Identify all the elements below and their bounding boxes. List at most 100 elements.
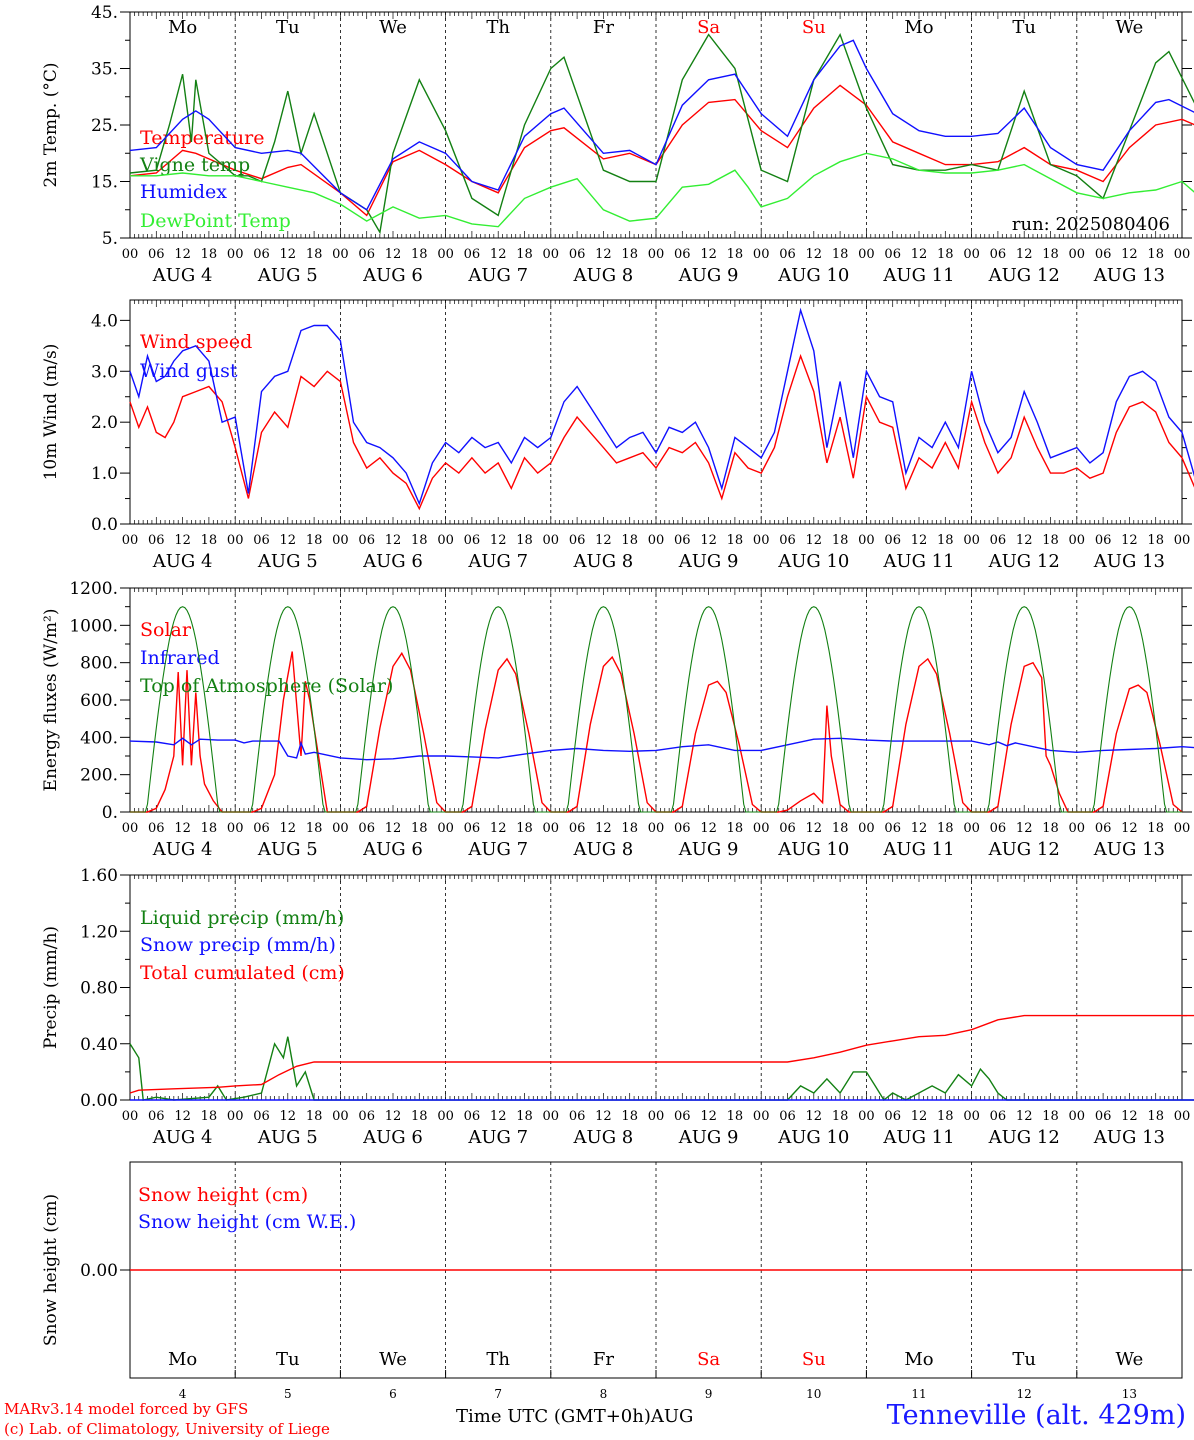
y-tick-label: 2.0: [91, 413, 118, 433]
y-tick-label: 1.20: [80, 922, 118, 942]
x-hour-label: 00: [1069, 1109, 1086, 1124]
x-hour-label: 12: [700, 247, 717, 262]
x-hour-label: 18: [1147, 247, 1164, 262]
x-hour-label: 00: [122, 247, 139, 262]
x-date-label: AUG 12: [988, 551, 1060, 572]
y-axis-label: 10m Wind (m/s): [41, 344, 61, 481]
x-hour-label: 18: [411, 821, 428, 836]
x-hour-label: 06: [253, 1109, 270, 1124]
x-hour-label: 06: [148, 533, 165, 548]
x-hour-label: 00: [858, 1109, 875, 1124]
bottom-day-label: Sa: [697, 1349, 720, 1370]
x-hour-label: 00: [858, 247, 875, 262]
x-hour-label: 00: [227, 1109, 244, 1124]
x-hour-label: 18: [937, 247, 954, 262]
bottom-date-number: 11: [911, 1387, 926, 1400]
x-hour-label: 12: [280, 1109, 297, 1124]
x-hour-label: 06: [148, 821, 165, 836]
x-hour-label: 18: [621, 1109, 638, 1124]
y-tick-label: 0.00: [80, 1261, 118, 1281]
x-hour-label: 18: [727, 247, 744, 262]
x-date-label: AUG 11: [882, 839, 954, 860]
x-hour-label: 06: [779, 247, 796, 262]
x-hour-label: 00: [332, 821, 349, 836]
x-hour-label: 00: [332, 1109, 349, 1124]
x-hour-label: 06: [674, 1109, 691, 1124]
series-line-liquid-precip-mm-h-: [129, 1036, 1194, 1102]
x-hour-label: 06: [884, 1109, 901, 1124]
y-tick-label: 25.: [91, 116, 118, 136]
x-hour-label: 12: [490, 247, 507, 262]
y-tick-label: 3.0: [91, 362, 118, 382]
bottom-date-number: 8: [600, 1387, 608, 1400]
series-line-total-cumulated-cm-: [129, 1014, 1194, 1094]
x-hour-label: 12: [595, 821, 612, 836]
y-tick-label: 0.0: [91, 515, 118, 535]
y-tick-label: 45.: [91, 3, 118, 23]
x-hour-label: 00: [753, 533, 770, 548]
x-date-label: AUG 13: [1093, 551, 1165, 572]
x-hour-label: 06: [464, 247, 481, 262]
legend-entry: Top of Atmosphere (Solar): [140, 675, 393, 697]
y-tick-label: 35.: [91, 60, 118, 80]
top-day-label: Tu: [276, 17, 300, 38]
x-date-label: AUG 12: [988, 1127, 1060, 1148]
bottom-date-number: 10: [806, 1387, 821, 1400]
x-hour-label: 00: [1174, 821, 1191, 836]
y-tick-label: 0.00: [80, 1091, 118, 1111]
x-hour-label: 18: [1147, 533, 1164, 548]
x-hour-label: 00: [543, 821, 560, 836]
x-hour-label: 12: [700, 821, 717, 836]
x-date-label: AUG 6: [362, 1127, 423, 1148]
x-hour-label: 06: [253, 533, 270, 548]
y-tick-label: 200.: [80, 766, 118, 786]
x-date-label: AUG 8: [573, 265, 634, 286]
x-hour-label: 18: [832, 247, 849, 262]
x-hour-label: 00: [122, 1109, 139, 1124]
x-hour-label: 18: [1147, 1109, 1164, 1124]
x-date-label: AUG 5: [257, 1127, 318, 1148]
x-hour-label: 00: [1174, 533, 1191, 548]
x-date-label: AUG 9: [678, 265, 739, 286]
legend-entry: Liquid precip (mm/h): [140, 907, 344, 929]
x-date-label: AUG 11: [882, 551, 954, 572]
x-hour-label: 12: [595, 1109, 612, 1124]
x-hour-label: 12: [174, 533, 191, 548]
y-tick-label: 1200.: [69, 579, 118, 599]
legend-entry: Total cumulated (cm): [140, 962, 345, 984]
x-hour-label: 12: [1016, 821, 1033, 836]
top-day-label: Mo: [904, 17, 933, 38]
x-hour-label: 00: [1069, 533, 1086, 548]
x-hour-label: 06: [253, 821, 270, 836]
x-hour-label: 12: [174, 821, 191, 836]
x-hour-label: 18: [516, 1109, 533, 1124]
y-axis-label: Energy fluxes (W/m²): [41, 609, 61, 792]
bottom-date-number: 13: [1122, 1387, 1137, 1400]
legend-entry: Solar: [140, 619, 192, 641]
top-day-label: Su: [802, 17, 826, 38]
x-hour-label: 06: [569, 1109, 586, 1124]
x-hour-label: 12: [1121, 247, 1138, 262]
series-line-infrared: [129, 737, 1194, 761]
x-hour-label: 18: [201, 821, 218, 836]
lab-credit: (c) Lab. of Climatology, University of L…: [4, 1420, 330, 1438]
legend-entry: Humidex: [140, 181, 227, 203]
legend-entry: Wind speed: [140, 331, 252, 353]
series-line-dewpoint-temp: [130, 152, 1194, 228]
x-hour-label: 18: [306, 821, 323, 836]
x-hour-label: 06: [884, 821, 901, 836]
y-axis-label: Snow height (cm): [41, 1194, 61, 1346]
x-hour-label: 00: [437, 1109, 454, 1124]
x-hour-label: 00: [332, 533, 349, 548]
top-day-label: Th: [486, 17, 510, 38]
x-hour-label: 00: [122, 821, 139, 836]
x-hour-label: 06: [464, 1109, 481, 1124]
x-hour-label: 18: [621, 533, 638, 548]
x-hour-label: 00: [753, 1109, 770, 1124]
x-hour-label: 06: [358, 247, 375, 262]
x-axis-title-month: AUG: [650, 1406, 694, 1427]
x-hour-label: 06: [884, 247, 901, 262]
bottom-date-number: 4: [179, 1387, 187, 1400]
x-hour-label: 18: [621, 821, 638, 836]
x-hour-label: 06: [674, 533, 691, 548]
